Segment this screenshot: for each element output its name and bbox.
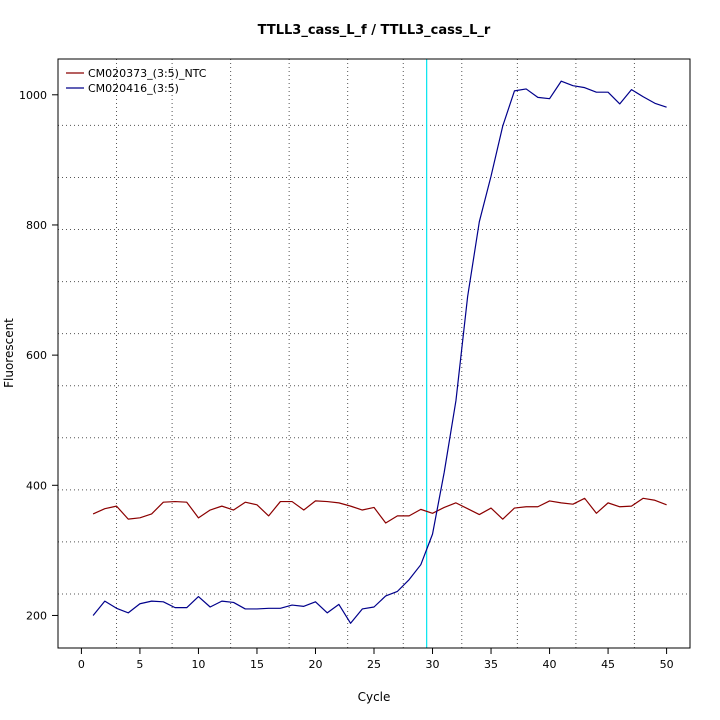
legend-label-2: CM020416_(3:5) (88, 82, 179, 95)
x-tick-label: 40 (543, 658, 557, 671)
x-tick-label: 0 (78, 658, 85, 671)
y-tick-label: 1000 (19, 89, 47, 102)
y-tick-label: 200 (26, 609, 47, 622)
x-tick-label: 50 (660, 658, 674, 671)
y-tick-label: 600 (26, 349, 47, 362)
legend-label-1: CM020373_(3:5)_NTC (88, 67, 207, 80)
grid (58, 59, 690, 648)
series-layer (92, 80, 667, 624)
x-tick-label: 10 (191, 658, 205, 671)
x-tick-label: 45 (601, 658, 615, 671)
y-tick-label: 400 (26, 479, 47, 492)
x-axis-label: Cycle (358, 690, 391, 704)
x-tick-label: 25 (367, 658, 381, 671)
series-line-1 (92, 497, 667, 524)
x-tick-label: 20 (308, 658, 322, 671)
x-axis: 0 5 10 15 20 25 30 35 40 45 50 (78, 647, 674, 671)
y-axis-label: Fluorescent (2, 318, 16, 388)
series-line-2 (92, 80, 667, 624)
chart-title: TTLL3_cass_L_f / TTLL3_cass_L_r (258, 23, 491, 38)
y-axis: 200 400 600 800 1000 (19, 89, 59, 622)
legend: CM020373_(3:5)_NTC CM020416_(3:5) (66, 67, 207, 95)
x-tick-label: 30 (426, 658, 440, 671)
x-tick-label: 5 (136, 658, 143, 671)
x-tick-label: 35 (484, 658, 498, 671)
x-tick-label: 15 (250, 658, 264, 671)
y-tick-label: 800 (26, 219, 47, 232)
